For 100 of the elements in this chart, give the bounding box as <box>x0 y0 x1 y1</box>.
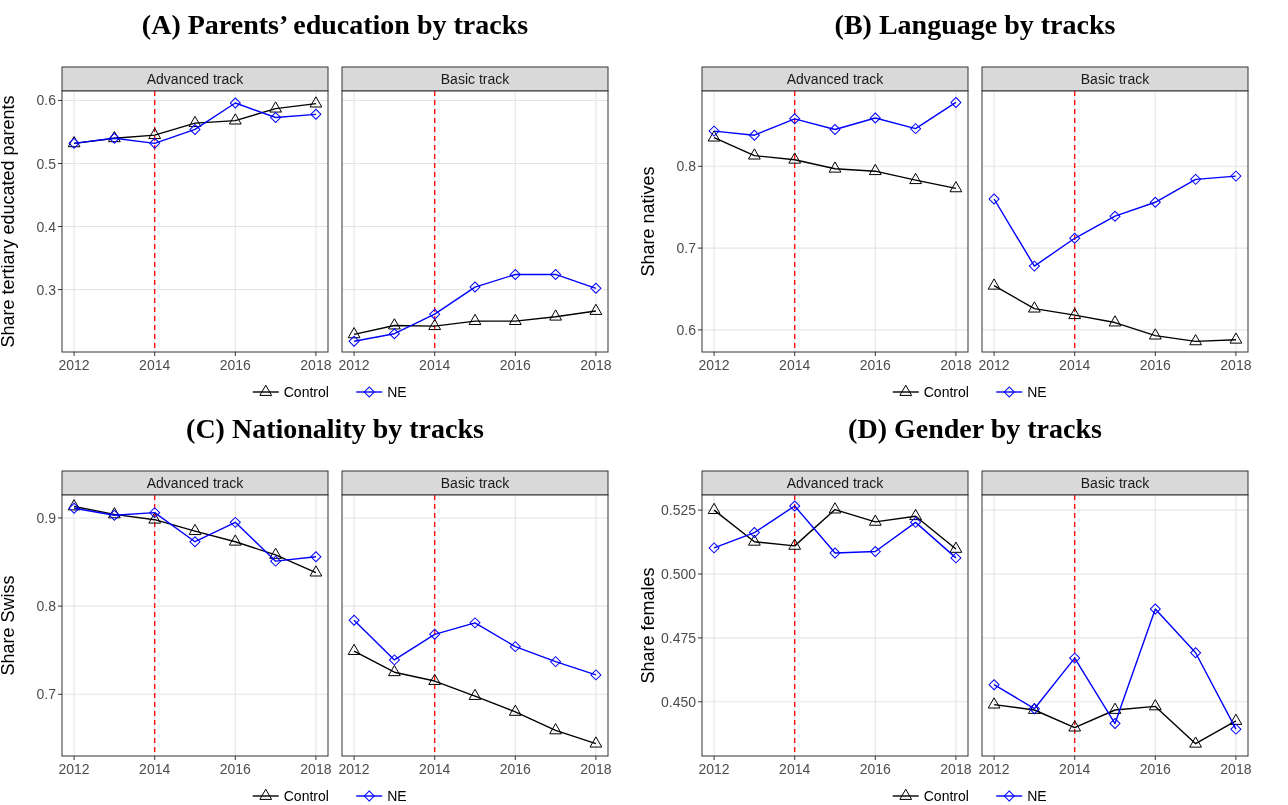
point <box>828 502 842 514</box>
point <box>949 541 963 553</box>
point <box>269 547 282 559</box>
point <box>950 552 962 564</box>
x-tick-label: 2016 <box>219 761 252 777</box>
x-tick-label: 2018 <box>1220 357 1252 373</box>
point <box>987 697 1001 709</box>
x-tick-label: 2014 <box>419 761 451 777</box>
point <box>347 643 361 655</box>
point <box>469 617 481 629</box>
point <box>1109 718 1121 730</box>
point <box>1149 603 1161 615</box>
point <box>229 516 241 528</box>
point <box>309 565 323 577</box>
legend-label: Control <box>923 788 969 804</box>
chart-title: (B) Language by tracks <box>834 9 1116 40</box>
point <box>708 542 720 554</box>
point <box>508 704 522 716</box>
point <box>1189 334 1202 346</box>
point <box>428 673 442 685</box>
point <box>988 679 1000 691</box>
y-tick-label: 0.5 <box>36 155 57 172</box>
point <box>228 113 242 125</box>
point <box>707 502 721 514</box>
legend-label: NE <box>1027 384 1047 400</box>
legend-label: Control <box>923 384 969 400</box>
x-tick-label: 2014 <box>779 357 811 373</box>
point <box>228 534 242 546</box>
x-tick-label: 2018 <box>940 761 972 777</box>
point <box>1109 210 1121 222</box>
x-tick-label: 2016 <box>1139 761 1172 777</box>
x-tick-label: 2014 <box>1059 761 1091 777</box>
point <box>428 318 442 331</box>
x-tick-label: 2014 <box>139 357 171 373</box>
point <box>589 303 603 315</box>
point <box>1028 260 1040 272</box>
point <box>1189 736 1202 748</box>
x-tick-label: 2018 <box>300 357 332 373</box>
y-tick-label: 0.500 <box>660 565 697 582</box>
point <box>550 268 562 280</box>
point <box>987 278 1001 290</box>
point <box>309 96 323 108</box>
x-tick-label: 2016 <box>499 761 532 777</box>
x-tick-label: 2016 <box>859 357 892 373</box>
y-tick-label: 0.8 <box>676 158 697 175</box>
point <box>310 551 322 563</box>
y-axis-title: Share Swiss <box>0 575 18 676</box>
y-tick-label: 0.9 <box>36 509 57 526</box>
chart-title: (A) Parents’ education by tracks <box>141 9 529 40</box>
chart-subtitle: Advanced track <box>146 475 245 491</box>
y-tick-label: 0.7 <box>36 686 57 703</box>
point <box>468 688 482 700</box>
x-tick-label: 2016 <box>219 357 252 373</box>
point <box>748 534 761 546</box>
point <box>1229 713 1243 725</box>
point <box>1148 328 1162 340</box>
x-tick-label: 2016 <box>1139 357 1172 373</box>
point <box>1068 307 1082 320</box>
x-tick-label: 2012 <box>58 761 90 777</box>
point <box>270 555 282 567</box>
point <box>1108 315 1122 327</box>
y-tick-label: 0.450 <box>660 693 697 710</box>
x-tick-label: 2012 <box>698 761 730 777</box>
point <box>429 628 441 640</box>
chart-title: (D) Gender by tracks <box>848 413 1102 444</box>
point <box>229 97 241 109</box>
y-tick-label: 0.6 <box>676 321 697 338</box>
point <box>789 500 801 512</box>
y-axis-title: Share tertiary educated parents <box>0 95 18 348</box>
y-tick-label: 0.6 <box>36 92 57 109</box>
point <box>310 108 322 120</box>
point <box>148 127 162 140</box>
chart-subtitle: Advanced track <box>786 475 885 491</box>
point <box>1190 173 1202 185</box>
point <box>909 508 922 521</box>
point <box>149 507 161 519</box>
chart-subtitle: Basic track <box>1080 475 1151 491</box>
legend-label: NE <box>387 788 407 804</box>
point <box>869 545 881 557</box>
point <box>1149 196 1161 208</box>
x-tick-label: 2018 <box>940 357 972 373</box>
y-tick-label: 0.475 <box>660 629 697 646</box>
chart-subtitle: Basic track <box>1080 71 1151 87</box>
x-tick-label: 2018 <box>580 761 612 777</box>
point <box>269 101 282 113</box>
point <box>149 137 161 149</box>
x-tick-label: 2012 <box>338 761 370 777</box>
point <box>189 536 201 548</box>
point <box>1230 723 1242 735</box>
x-tick-label: 2012 <box>978 761 1010 777</box>
x-tick-label: 2014 <box>779 761 811 777</box>
chart-subtitle: Advanced track <box>146 71 245 87</box>
point <box>1068 720 1082 732</box>
point <box>748 527 760 539</box>
y-tick-label: 0.525 <box>660 502 697 519</box>
y-tick-label: 0.8 <box>36 598 57 615</box>
y-tick-label: 0.7 <box>676 240 697 257</box>
point <box>1028 301 1041 313</box>
point <box>148 512 162 524</box>
point <box>468 313 482 326</box>
